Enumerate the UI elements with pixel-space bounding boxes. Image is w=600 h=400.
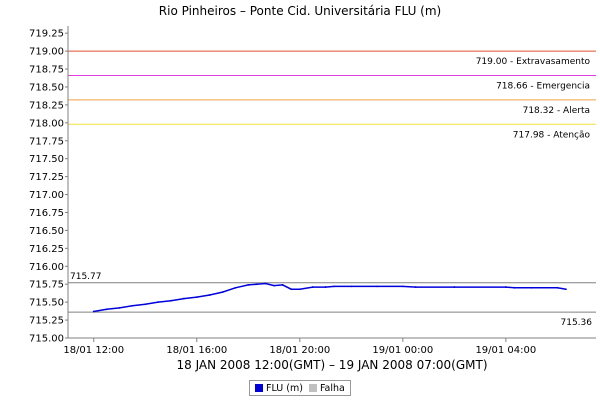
data-point xyxy=(208,294,211,296)
y-tick-label: 719.25 xyxy=(29,29,64,40)
data-point xyxy=(183,297,185,300)
y-tick-label: 717.50 xyxy=(29,154,64,165)
data-point xyxy=(376,285,378,288)
x-tick-label: 19/01 00:00 xyxy=(372,345,433,356)
data-point xyxy=(513,286,516,289)
data-point xyxy=(144,303,147,306)
data-point xyxy=(298,288,301,291)
data-point xyxy=(565,288,567,291)
legend-item-flu: FLU (m) xyxy=(255,383,303,394)
y-tick-label: 718.00 xyxy=(29,118,64,129)
data-point xyxy=(333,285,336,288)
data-point xyxy=(290,288,293,291)
data-point xyxy=(92,310,95,313)
data-point xyxy=(170,299,172,302)
data-point xyxy=(118,306,121,309)
legend-swatch-falha xyxy=(308,384,317,392)
threshold-label: 718.66 - Emergencia xyxy=(496,81,590,91)
data-point xyxy=(453,286,456,288)
y-tick-label: 716.75 xyxy=(29,208,64,219)
data-point xyxy=(255,283,258,286)
x-axis-label: 18 JAN 2008 12:00(GMT) – 19 JAN 2008 07:… xyxy=(176,358,487,372)
data-point xyxy=(247,284,250,286)
plot-area xyxy=(68,26,596,338)
data-point xyxy=(556,286,559,289)
y-tick-label: 715.50 xyxy=(29,298,64,309)
data-point xyxy=(157,301,160,304)
plot-background xyxy=(68,26,596,338)
data-point xyxy=(530,286,533,289)
legend-label-flu: FLU (m) xyxy=(266,382,303,394)
x-tick-label: 19/01 04:00 xyxy=(475,345,536,356)
data-point xyxy=(324,286,327,288)
reference-label: 715.36 xyxy=(561,318,593,328)
data-point xyxy=(414,286,417,288)
y-tick-label: 717.75 xyxy=(29,136,64,147)
threshold-label: 719.00 - Extravasamento xyxy=(476,57,591,67)
y-tick-label: 715.00 xyxy=(29,334,64,345)
data-point xyxy=(281,284,284,286)
data-point xyxy=(264,282,267,285)
data-point xyxy=(131,304,134,307)
data-point xyxy=(273,284,275,287)
legend-label-falha: Falha xyxy=(319,382,345,394)
y-tick-label: 715.75 xyxy=(29,280,64,291)
y-tick-label: 718.75 xyxy=(29,65,64,76)
y-tick-label: 718.25 xyxy=(29,100,64,111)
legend-item-falha: Falha xyxy=(308,382,345,394)
threshold-label: 718.32 - Alerta xyxy=(523,106,590,116)
y-tick-label: 717.00 xyxy=(29,190,64,201)
data-point xyxy=(195,296,198,299)
legend-swatch-flu xyxy=(255,384,263,392)
x-tick-label: 18/01 16:00 xyxy=(166,345,227,356)
x-axis: 18/01 12:00 18/01 16:00 18/01 20:00 19/01 0… xyxy=(63,337,596,356)
y-tick-label: 716.00 xyxy=(29,262,64,273)
y-tick-label: 716.25 xyxy=(29,244,64,255)
data-point xyxy=(105,308,108,311)
y-tick-label: 715.25 xyxy=(29,316,64,327)
data-point xyxy=(350,285,353,288)
chart-title: Rio Pinheiros – Ponte Cid. Universitária… xyxy=(159,4,441,18)
data-point xyxy=(401,285,404,288)
legend: FLU (m) Falha xyxy=(249,380,351,396)
data-point xyxy=(311,286,314,288)
data-point xyxy=(504,286,507,288)
reference-label: 715.77 xyxy=(70,272,102,282)
y-tick-label: 716.50 xyxy=(29,226,64,237)
data-point xyxy=(221,291,224,293)
y-axis: 715.00 715.25 715.50 715.75 716.00 716.25 716.… xyxy=(29,26,69,345)
y-tick-label: 719.00 xyxy=(29,47,64,58)
x-tick-label: 18/01 20:00 xyxy=(269,345,330,356)
data-point xyxy=(234,286,237,289)
series-line-flu xyxy=(93,282,567,313)
x-tick-label: 18/01 12:00 xyxy=(63,345,124,356)
y-tick-label: 718.50 xyxy=(29,82,64,93)
threshold-label: 717.98 - Atenção xyxy=(513,130,591,140)
y-tick-label: 717.25 xyxy=(29,172,64,183)
